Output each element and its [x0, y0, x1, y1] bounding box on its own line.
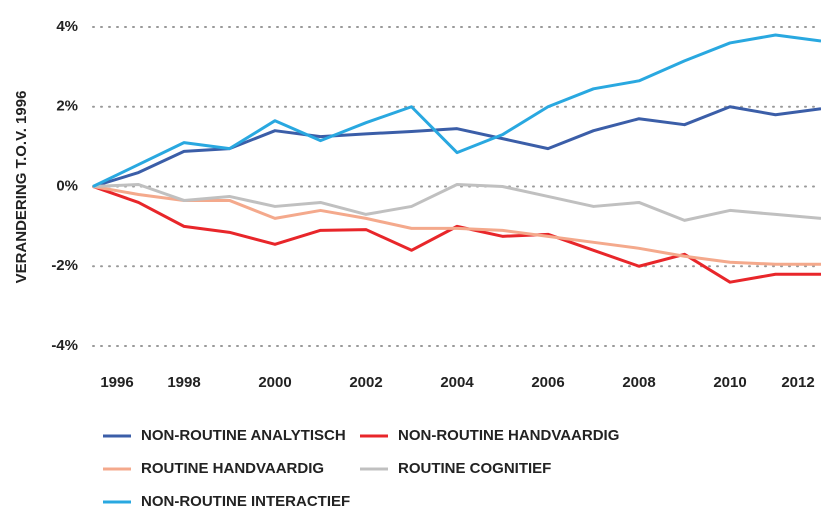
legend-label: NON-ROUTINE HANDVAARDIG [398, 427, 619, 444]
y-tick-label: -2% [51, 257, 78, 274]
x-tick-label: 1996 [100, 374, 133, 391]
line-series [92, 185, 821, 266]
x-tick-label: 2002 [349, 374, 382, 391]
x-tick-label: 2008 [622, 374, 655, 391]
x-tick-label: 2006 [531, 374, 564, 391]
line-series [92, 105, 821, 188]
y-axis-label: VERANDERING T.O.V. 1996 [13, 91, 30, 284]
y-tick-label: -4% [51, 337, 78, 354]
x-tick-label: 1998 [167, 374, 200, 391]
line-series [92, 33, 821, 188]
legend-label: NON-ROUTINE INTERACTIEF [141, 493, 350, 510]
legend-label: ROUTINE HANDVAARDIG [141, 460, 324, 477]
y-tick-label: 0% [56, 177, 78, 194]
line-series [92, 183, 821, 222]
y-tick-label: 2% [56, 98, 78, 115]
x-tick-label: 2004 [440, 374, 474, 391]
legend-label: ROUTINE COGNITIEF [398, 460, 551, 477]
x-tick-label: 2012 [781, 374, 814, 391]
legend-label: NON-ROUTINE ANALYTISCH [141, 427, 346, 444]
x-tick-label: 2000 [258, 374, 291, 391]
y-tick-label: 4% [56, 18, 78, 35]
x-tick-label: 2010 [713, 374, 746, 391]
line-series [92, 185, 821, 284]
